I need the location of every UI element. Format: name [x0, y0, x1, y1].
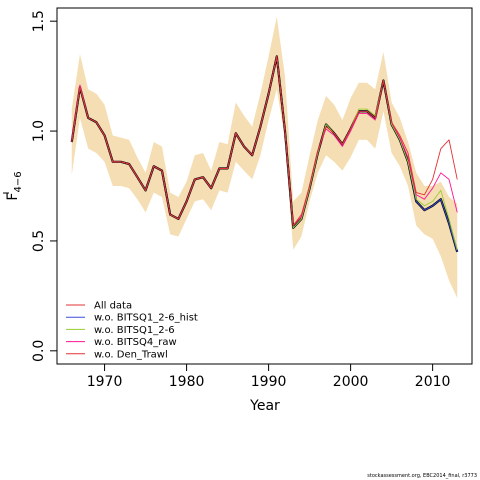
confidence-band — [71, 16, 458, 299]
legend-label: w.o. BITSQ1_2-6_hist — [94, 313, 198, 324]
x-tick-label: 1970 — [87, 374, 123, 390]
legend-label: w.o. BITSQ4_raw — [94, 337, 177, 348]
y-tick-label: 0.5 — [31, 230, 47, 252]
x-tick-label: 2000 — [333, 374, 369, 390]
x-axis-title: Year — [249, 398, 280, 414]
y-axis: 0.0 0.5 1.0 1.5 — [31, 10, 58, 362]
series-layer — [70, 55, 459, 253]
y-tick-label: 1.0 — [31, 120, 47, 142]
legend-label: w.o. BITSQ1_2-6 — [94, 325, 175, 336]
series-line-5 — [71, 55, 458, 227]
x-axis: 1970 1980 1990 2000 2010 — [87, 363, 451, 390]
y-axis-title-subscript: 4−6 — [13, 171, 24, 192]
svg-text:F4−6: F4−6 — [5, 171, 24, 200]
legend-label: All data — [94, 301, 132, 312]
x-tick-label: 1980 — [169, 374, 205, 390]
x-tick-label: 2010 — [415, 374, 451, 390]
y-axis-title: F4−6 — [5, 171, 24, 200]
x-tick-label: 1990 — [251, 374, 287, 390]
y-tick-label: 0.0 — [31, 340, 47, 362]
legend-label: w.o. Den_Trawl — [94, 349, 168, 360]
footer-note: stockassessment.org, EBC2014_final, r377… — [367, 473, 477, 479]
y-axis-title-main: F — [5, 193, 21, 201]
confidence-band-layer — [71, 16, 458, 299]
y-tick-label: 1.5 — [31, 10, 47, 32]
